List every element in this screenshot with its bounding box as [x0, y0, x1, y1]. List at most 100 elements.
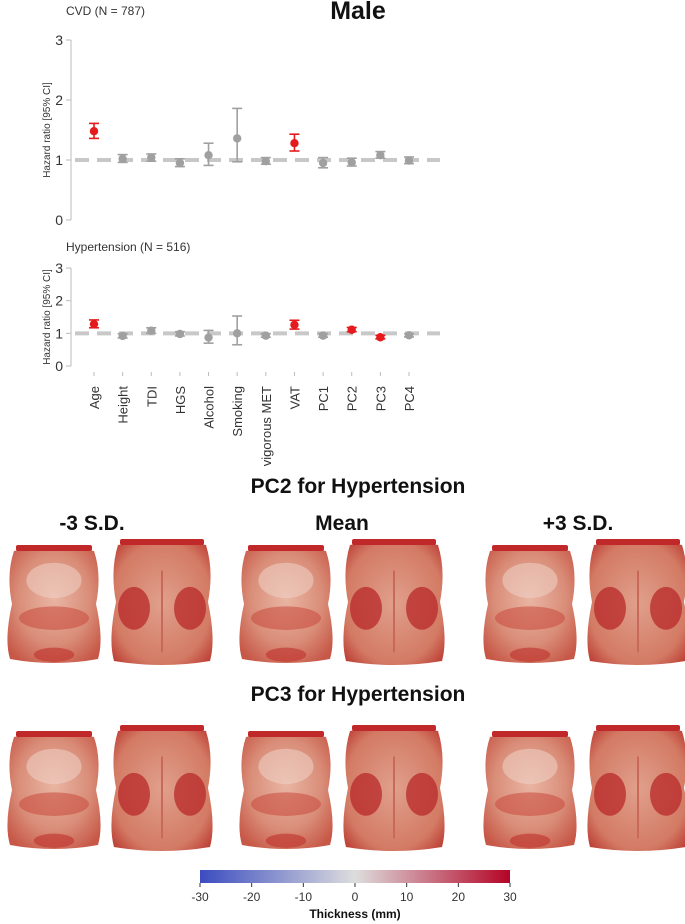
- torso-top-edge: [16, 545, 92, 551]
- torso-top-edge: [248, 731, 324, 737]
- hazard-ratio-point: [347, 325, 356, 334]
- hazard-ratio-point: [232, 329, 242, 338]
- high-thickness-region: [350, 772, 382, 816]
- pelvic-region: [33, 833, 75, 848]
- torso-top-edge: [352, 725, 436, 731]
- torso-top-edge: [596, 539, 680, 545]
- high-thickness-region: [174, 586, 206, 630]
- torso-top-edge: [120, 539, 204, 545]
- upper-abdomen-region: [258, 562, 314, 599]
- x-tick-label: PC2: [345, 386, 360, 411]
- torso-front-rendering: [239, 731, 333, 849]
- torso-surface: [587, 541, 685, 665]
- forest-plot-panel: Hypertension (N = 516) Hazard ratio [95% …: [42, 240, 440, 466]
- torso-back-rendering: [111, 725, 213, 851]
- y-axis-label: Hazard ratio [95% CI]: [42, 82, 53, 178]
- torso-back-rendering: [587, 725, 685, 851]
- torso-surface: [587, 727, 685, 851]
- high-thickness-region: [118, 586, 150, 630]
- pc3-section-title: PC3 for Hypertension: [251, 683, 466, 706]
- hazard-ratio-point: [318, 331, 328, 340]
- pelvic-region: [265, 647, 307, 662]
- x-tick-label: Smoking: [230, 386, 245, 437]
- high-thickness-region: [406, 772, 438, 816]
- x-tick-label: vigorous MET: [259, 386, 274, 466]
- torso-top-edge: [120, 725, 204, 731]
- y-tick-label: 1: [55, 152, 63, 168]
- hazard-ratio-point: [347, 158, 356, 167]
- colorbar-tick-label: 20: [452, 890, 466, 904]
- hazard-ratio-point: [404, 331, 414, 340]
- upper-abdomen-region: [502, 748, 558, 785]
- high-thickness-region: [650, 772, 682, 816]
- pelvic-region: [265, 833, 307, 848]
- hazard-ratio-point: [175, 158, 185, 168]
- pc2-section-title: PC2 for Hypertension: [251, 475, 466, 498]
- y-tick-label: 2: [55, 92, 63, 108]
- y-axis-label: Hazard ratio [95% CI]: [42, 269, 53, 365]
- torso-back-rendering: [111, 539, 213, 665]
- hazard-ratio-point: [318, 158, 328, 168]
- x-tick-label: PC1: [316, 386, 331, 411]
- lower-abdomen-region: [251, 792, 321, 816]
- x-tick-label: Age: [87, 386, 102, 409]
- colorbar-tick-label: -30: [191, 890, 209, 904]
- forest-plot-panel: CVD (N = 787) Hazard ratio [95% CI] 0 1 2 3: [42, 4, 440, 228]
- colorbar-tick-label: -20: [243, 890, 261, 904]
- y-tick-label: 3: [55, 260, 63, 276]
- hazard-ratio-point: [89, 319, 99, 329]
- high-thickness-region: [174, 772, 206, 816]
- high-thickness-region: [406, 586, 438, 630]
- pelvic-region: [509, 833, 551, 848]
- pelvic-region: [33, 647, 75, 662]
- pelvic-region: [509, 647, 551, 662]
- high-thickness-region: [350, 586, 382, 630]
- hazard-ratio-point: [147, 153, 156, 162]
- lower-abdomen-region: [19, 606, 89, 630]
- torso-top-edge: [248, 545, 324, 551]
- x-tick-label: PC4: [402, 386, 417, 411]
- torso-renderings: [7, 539, 685, 851]
- colorbar: -30 -20 -10 0 10 20 30 Thickness (mm): [191, 870, 517, 921]
- colorbar-tick-label: 10: [400, 890, 414, 904]
- x-tick-label: PC3: [373, 386, 388, 411]
- high-thickness-region: [594, 586, 626, 630]
- hazard-ratio-point: [118, 331, 127, 341]
- hazard-ratio-point: [290, 320, 299, 330]
- x-tick-label: TDI: [144, 386, 159, 407]
- upper-abdomen-region: [502, 562, 558, 599]
- x-tick-label: Height: [116, 386, 131, 424]
- plot-subtitle: Hypertension (N = 516): [66, 240, 190, 254]
- torso-top-edge: [492, 731, 568, 737]
- colorbar-gradient: [200, 870, 510, 883]
- y-tick-label: 1: [55, 325, 63, 341]
- hazard-ratio-point: [89, 127, 99, 136]
- torso-top-edge: [16, 731, 92, 737]
- hazard-ratio-point: [404, 156, 414, 165]
- torso-back-rendering: [587, 539, 685, 665]
- colorbar-tick-label: -10: [295, 890, 313, 904]
- hazard-ratio-point: [204, 333, 213, 342]
- hazard-ratio-point: [290, 139, 299, 148]
- upper-abdomen-region: [26, 748, 82, 785]
- torso-top-edge: [596, 725, 680, 731]
- forest-plots: CVD (N = 787) Hazard ratio [95% CI] 0 1 2 3Hy…: [42, 4, 440, 466]
- torso-front-rendering: [483, 545, 577, 663]
- hazard-ratio-point: [261, 331, 271, 340]
- hazard-ratio-point: [175, 329, 185, 339]
- column-label-minus3sd: -3 S.D.: [59, 512, 124, 535]
- y-tick-label: 0: [55, 212, 63, 228]
- lower-abdomen-region: [495, 792, 565, 816]
- x-tick-label: VAT: [287, 386, 302, 409]
- plot-subtitle: CVD (N = 787): [66, 4, 145, 18]
- high-thickness-region: [118, 772, 150, 816]
- high-thickness-region: [594, 772, 626, 816]
- colorbar-tick-label: 0: [352, 890, 359, 904]
- torso-front-rendering: [7, 545, 101, 663]
- torso-front-rendering: [483, 731, 577, 849]
- hazard-ratio-point: [204, 151, 213, 160]
- colorbar-tick-label: 30: [503, 890, 517, 904]
- torso-back-rendering: [343, 725, 445, 851]
- colorbar-label: Thickness (mm): [309, 907, 400, 921]
